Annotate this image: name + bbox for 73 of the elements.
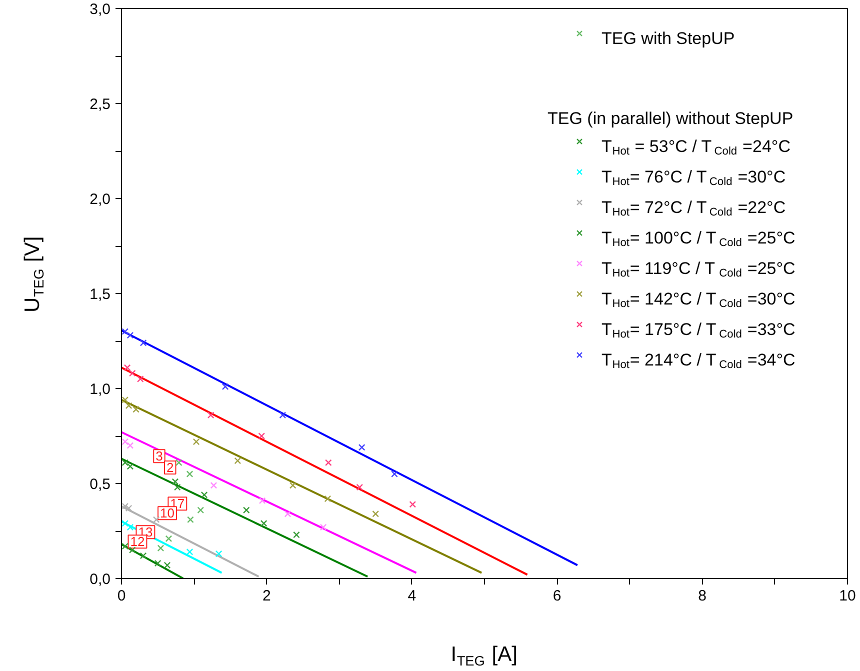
point xyxy=(140,339,147,346)
point xyxy=(126,462,134,470)
point xyxy=(293,531,300,538)
point xyxy=(192,438,200,446)
point xyxy=(174,484,181,491)
point xyxy=(260,520,268,527)
point xyxy=(157,544,164,552)
point xyxy=(284,510,292,518)
point xyxy=(122,328,129,335)
point xyxy=(320,524,327,531)
point xyxy=(186,470,194,478)
point xyxy=(234,457,242,464)
y-tick-label: 0,0 xyxy=(90,571,111,588)
y-tick-label: 1,0 xyxy=(90,381,111,398)
annotation: 10 xyxy=(160,506,174,521)
point xyxy=(391,470,398,478)
point xyxy=(125,402,132,410)
x-tick-label: 10 xyxy=(839,588,856,604)
point xyxy=(200,491,208,498)
annotation: 2 xyxy=(166,460,174,475)
legend-label: TEG with StepUP xyxy=(602,29,735,48)
point xyxy=(258,497,266,504)
point xyxy=(128,370,136,377)
point xyxy=(358,444,366,451)
point xyxy=(279,412,286,419)
point xyxy=(140,552,147,560)
point xyxy=(165,535,172,542)
point xyxy=(132,406,140,413)
point xyxy=(122,459,129,466)
point xyxy=(126,524,134,531)
y-tick-label: 3,0 xyxy=(90,1,111,18)
point xyxy=(136,376,144,382)
point xyxy=(175,459,182,466)
x-tick-label: 6 xyxy=(552,588,562,604)
y-axis-title: UTEG [V] xyxy=(21,236,46,313)
point xyxy=(187,516,194,524)
y-tick-label: 1,5 xyxy=(90,286,111,303)
point xyxy=(126,332,134,339)
annotation: 3 xyxy=(156,448,163,464)
point xyxy=(356,484,364,491)
point xyxy=(126,442,134,449)
point xyxy=(154,560,162,567)
point xyxy=(122,396,129,404)
x-tick-label: 0 xyxy=(117,588,126,604)
point xyxy=(124,364,131,372)
point xyxy=(242,506,250,514)
point xyxy=(122,520,129,527)
legend-title: TEG (in parallel) without StepUP xyxy=(548,109,794,128)
point xyxy=(324,459,332,466)
point xyxy=(125,504,132,512)
point xyxy=(122,542,129,550)
point xyxy=(172,478,179,486)
point xyxy=(222,383,229,390)
point xyxy=(210,482,218,489)
point xyxy=(409,500,416,508)
point xyxy=(197,506,204,514)
point xyxy=(128,546,136,554)
point xyxy=(289,482,296,489)
y-tick-label: 2,0 xyxy=(90,191,111,208)
point xyxy=(215,550,222,558)
point xyxy=(324,495,332,502)
point xyxy=(186,548,194,556)
x-tick-label: 4 xyxy=(408,588,416,604)
point xyxy=(258,432,266,440)
point xyxy=(164,562,171,569)
y-tick-label: 0,5 xyxy=(90,476,111,493)
point xyxy=(152,516,160,524)
point xyxy=(207,412,214,419)
point xyxy=(372,510,380,518)
y-tick-label: 2,5 xyxy=(90,96,111,113)
x-tick-label: 2 xyxy=(262,588,271,604)
x-tick-label: 8 xyxy=(698,588,706,604)
point xyxy=(122,438,129,446)
